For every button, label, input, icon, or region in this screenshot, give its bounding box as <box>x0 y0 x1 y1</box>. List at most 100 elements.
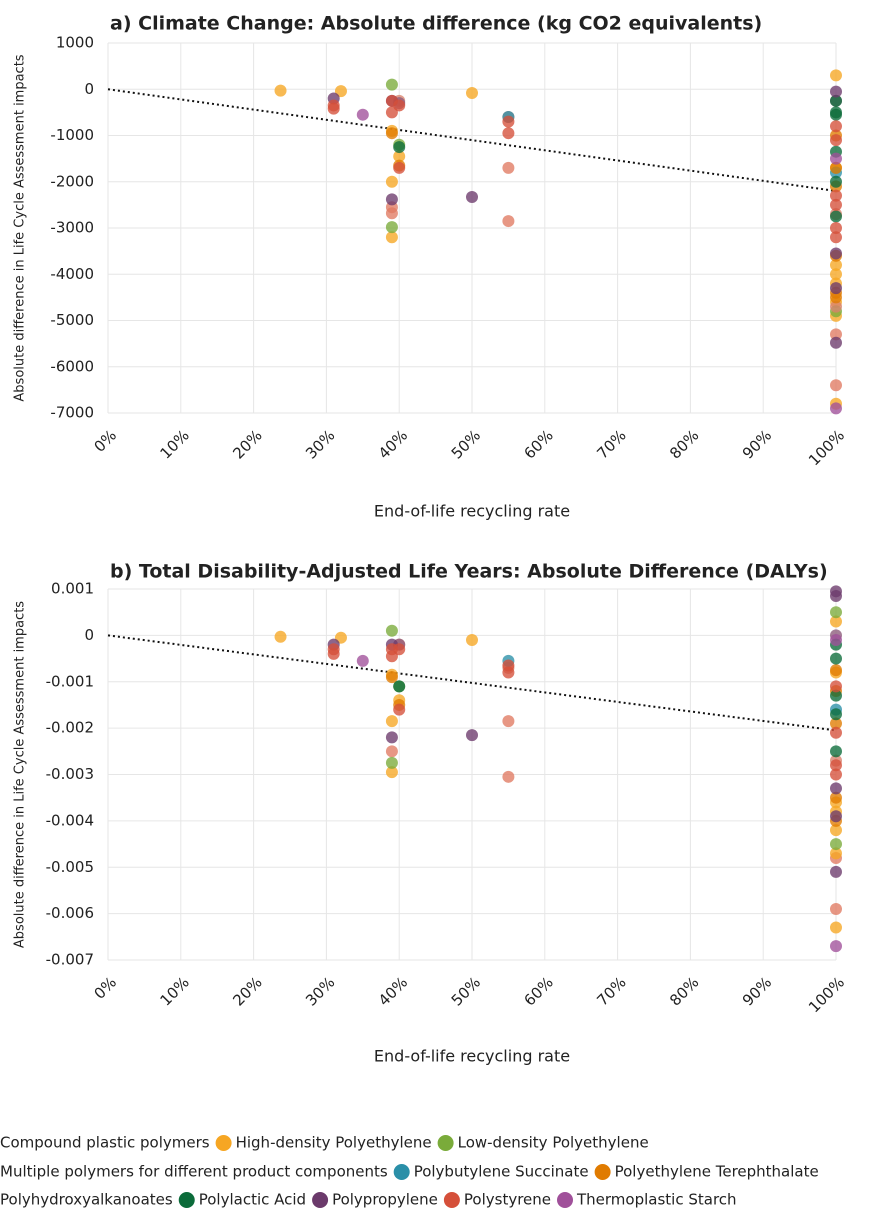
point <box>830 328 842 341</box>
point <box>830 210 842 223</box>
point <box>274 84 287 97</box>
y-tick-label: -0.007 <box>46 951 94 969</box>
point <box>830 175 842 188</box>
x-tick-label: 20% <box>229 973 265 1009</box>
point <box>830 652 842 665</box>
point <box>502 161 515 174</box>
point <box>830 336 842 349</box>
point <box>830 689 842 702</box>
x-tick-label: 30% <box>302 973 338 1009</box>
point <box>830 782 842 795</box>
y-tick-label: -0.003 <box>46 765 94 783</box>
point <box>393 141 406 154</box>
point <box>830 865 842 878</box>
legend-marker <box>215 1135 232 1151</box>
point <box>830 161 842 174</box>
point <box>385 78 398 91</box>
y-tick-label: -0.006 <box>46 904 94 922</box>
point <box>385 193 398 206</box>
x-axis-label: End-of-life recycling rate <box>374 502 570 521</box>
y-tick-label: -4000 <box>50 265 94 283</box>
x-tick-label: 80% <box>666 426 702 462</box>
point <box>830 300 842 313</box>
y-tick-label: -0.002 <box>46 719 94 737</box>
point <box>830 231 842 244</box>
x-tick-label: 40% <box>375 973 411 1009</box>
point <box>830 282 842 295</box>
point <box>385 715 398 728</box>
point <box>830 69 842 82</box>
y-tick-label: -0.001 <box>46 672 94 690</box>
point <box>830 198 842 211</box>
point <box>393 161 406 174</box>
x-tick-label: 60% <box>521 973 557 1009</box>
x-tick-label: 10% <box>157 973 193 1009</box>
point <box>466 729 478 742</box>
point <box>830 708 842 721</box>
point <box>830 902 842 915</box>
point <box>830 726 842 739</box>
point <box>830 940 842 953</box>
legend-label: High-density Polyethylene <box>236 1134 432 1152</box>
y-tick-label: -2000 <box>50 172 94 190</box>
y-tick-label: -1000 <box>50 126 94 144</box>
point <box>393 99 406 112</box>
point <box>327 102 340 115</box>
point <box>830 152 842 165</box>
point <box>830 589 842 602</box>
point <box>393 703 406 716</box>
point <box>830 768 842 781</box>
legend-label: Polypropylene <box>332 1191 438 1209</box>
point <box>502 715 515 728</box>
point <box>356 108 369 121</box>
point <box>830 921 842 934</box>
x-tick-label: 90% <box>739 973 775 1009</box>
y-tick-label: 0 <box>84 80 94 98</box>
y-tick-label: 1000 <box>56 34 94 52</box>
point <box>830 379 842 392</box>
point <box>385 624 398 637</box>
point <box>385 756 398 769</box>
point <box>830 108 842 121</box>
x-axis-label: End-of-life recycling rate <box>374 1047 570 1066</box>
point <box>830 634 842 647</box>
legend-marker <box>312 1192 329 1208</box>
point <box>830 94 842 107</box>
x-tick-label: 50% <box>448 973 484 1009</box>
point <box>830 791 842 804</box>
point <box>466 191 478 204</box>
point <box>830 247 842 260</box>
point <box>830 847 842 860</box>
legend-label: Multiple polymers for different product … <box>0 1163 388 1181</box>
point <box>334 85 347 98</box>
point <box>502 770 515 783</box>
point <box>830 824 842 837</box>
point <box>502 215 515 228</box>
y-tick-label: -5000 <box>50 311 94 329</box>
point <box>830 664 842 677</box>
point <box>830 810 842 823</box>
point <box>385 766 398 779</box>
x-tick-label: 50% <box>448 426 484 462</box>
point <box>830 606 842 619</box>
legend-marker <box>557 1192 573 1208</box>
legend-label: Polystyrene <box>464 1191 551 1209</box>
y-tick-label: -7000 <box>50 404 94 422</box>
trend-line <box>107 634 837 732</box>
point <box>385 671 398 684</box>
x-tick-label: 70% <box>593 973 629 1009</box>
legend-label: Compound plastic polymers <box>0 1134 210 1152</box>
legend-label: Polyethylene Terephthalate <box>615 1163 819 1181</box>
legend-marker <box>393 1164 410 1180</box>
point <box>393 680 406 693</box>
x-tick-label: 80% <box>666 973 702 1009</box>
legend-label: Polylactic Acid <box>199 1191 306 1209</box>
point <box>830 189 842 202</box>
x-tick-label: 0% <box>90 426 120 456</box>
legend-marker <box>437 1135 454 1151</box>
legend-marker <box>594 1164 611 1180</box>
y-tick-label: -3000 <box>50 219 94 237</box>
point <box>502 666 515 679</box>
y-tick-label: -0.005 <box>46 858 94 876</box>
